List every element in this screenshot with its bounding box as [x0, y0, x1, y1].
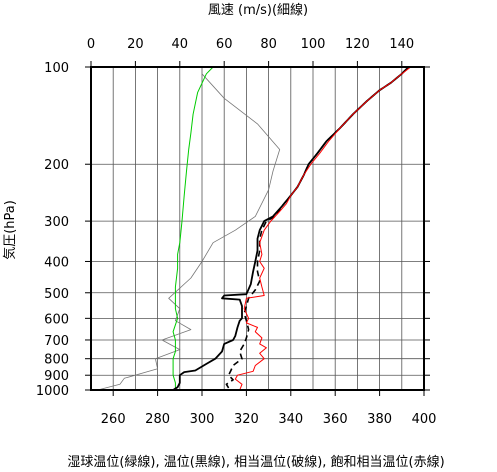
- left-tick-label: 900: [44, 369, 69, 384]
- top-tick-label: 140: [389, 37, 414, 52]
- top-tick-label: 80: [260, 37, 277, 52]
- top-tick-label: 60: [216, 37, 233, 52]
- series-sat-equiv-pt: [234, 66, 412, 391]
- bottom-tick-label: 300: [190, 412, 215, 427]
- left-tick-label: 200: [44, 158, 69, 173]
- left-tick-label: 700: [44, 334, 69, 349]
- bottom-tick-label: 400: [412, 412, 437, 427]
- top-axis-title: 風速 (m/s)(細線): [208, 2, 308, 18]
- series-potential-temp: [172, 66, 410, 391]
- series-wet-bulb-pt: [172, 66, 214, 390]
- left-tick-label: 1000: [36, 384, 69, 399]
- left-tick-label: 600: [44, 312, 69, 327]
- bottom-tick-label: 380: [367, 412, 392, 427]
- series-wind: [97, 73, 281, 391]
- bottom-tick-label: 340: [278, 412, 303, 427]
- top-tick-label: 100: [301, 37, 326, 52]
- bottom-tick-label: 320: [234, 412, 259, 427]
- left-tick-label: 500: [44, 287, 69, 302]
- top-tick-label: 120: [345, 37, 370, 52]
- plot-frame: [90, 66, 425, 391]
- top-tick-label: 20: [127, 37, 144, 52]
- bottom-tick-label: 280: [145, 412, 170, 427]
- left-axis-title: 気圧(hPa): [2, 200, 18, 260]
- bottom-tick-label: 360: [323, 412, 348, 427]
- top-tick-label: 40: [172, 37, 189, 52]
- series-layer: [97, 66, 412, 391]
- left-tick-label: 400: [44, 255, 69, 270]
- tick-layer: 260 280 300 320 340 360 380 400 0 20 40 60 80 100 120 1…: [36, 37, 437, 427]
- left-tick-label: 800: [44, 353, 69, 368]
- left-tick-label: 300: [44, 215, 69, 230]
- bottom-axis-title: 湿球温位(緑線), 温位(黒線), 相当温位(破線), 飽和相当温位(赤線): [67, 454, 444, 470]
- top-tick-label: 0: [87, 37, 95, 52]
- bottom-tick-label: 260: [101, 412, 126, 427]
- grid: [90, 66, 425, 391]
- left-tick-label: 100: [44, 61, 69, 76]
